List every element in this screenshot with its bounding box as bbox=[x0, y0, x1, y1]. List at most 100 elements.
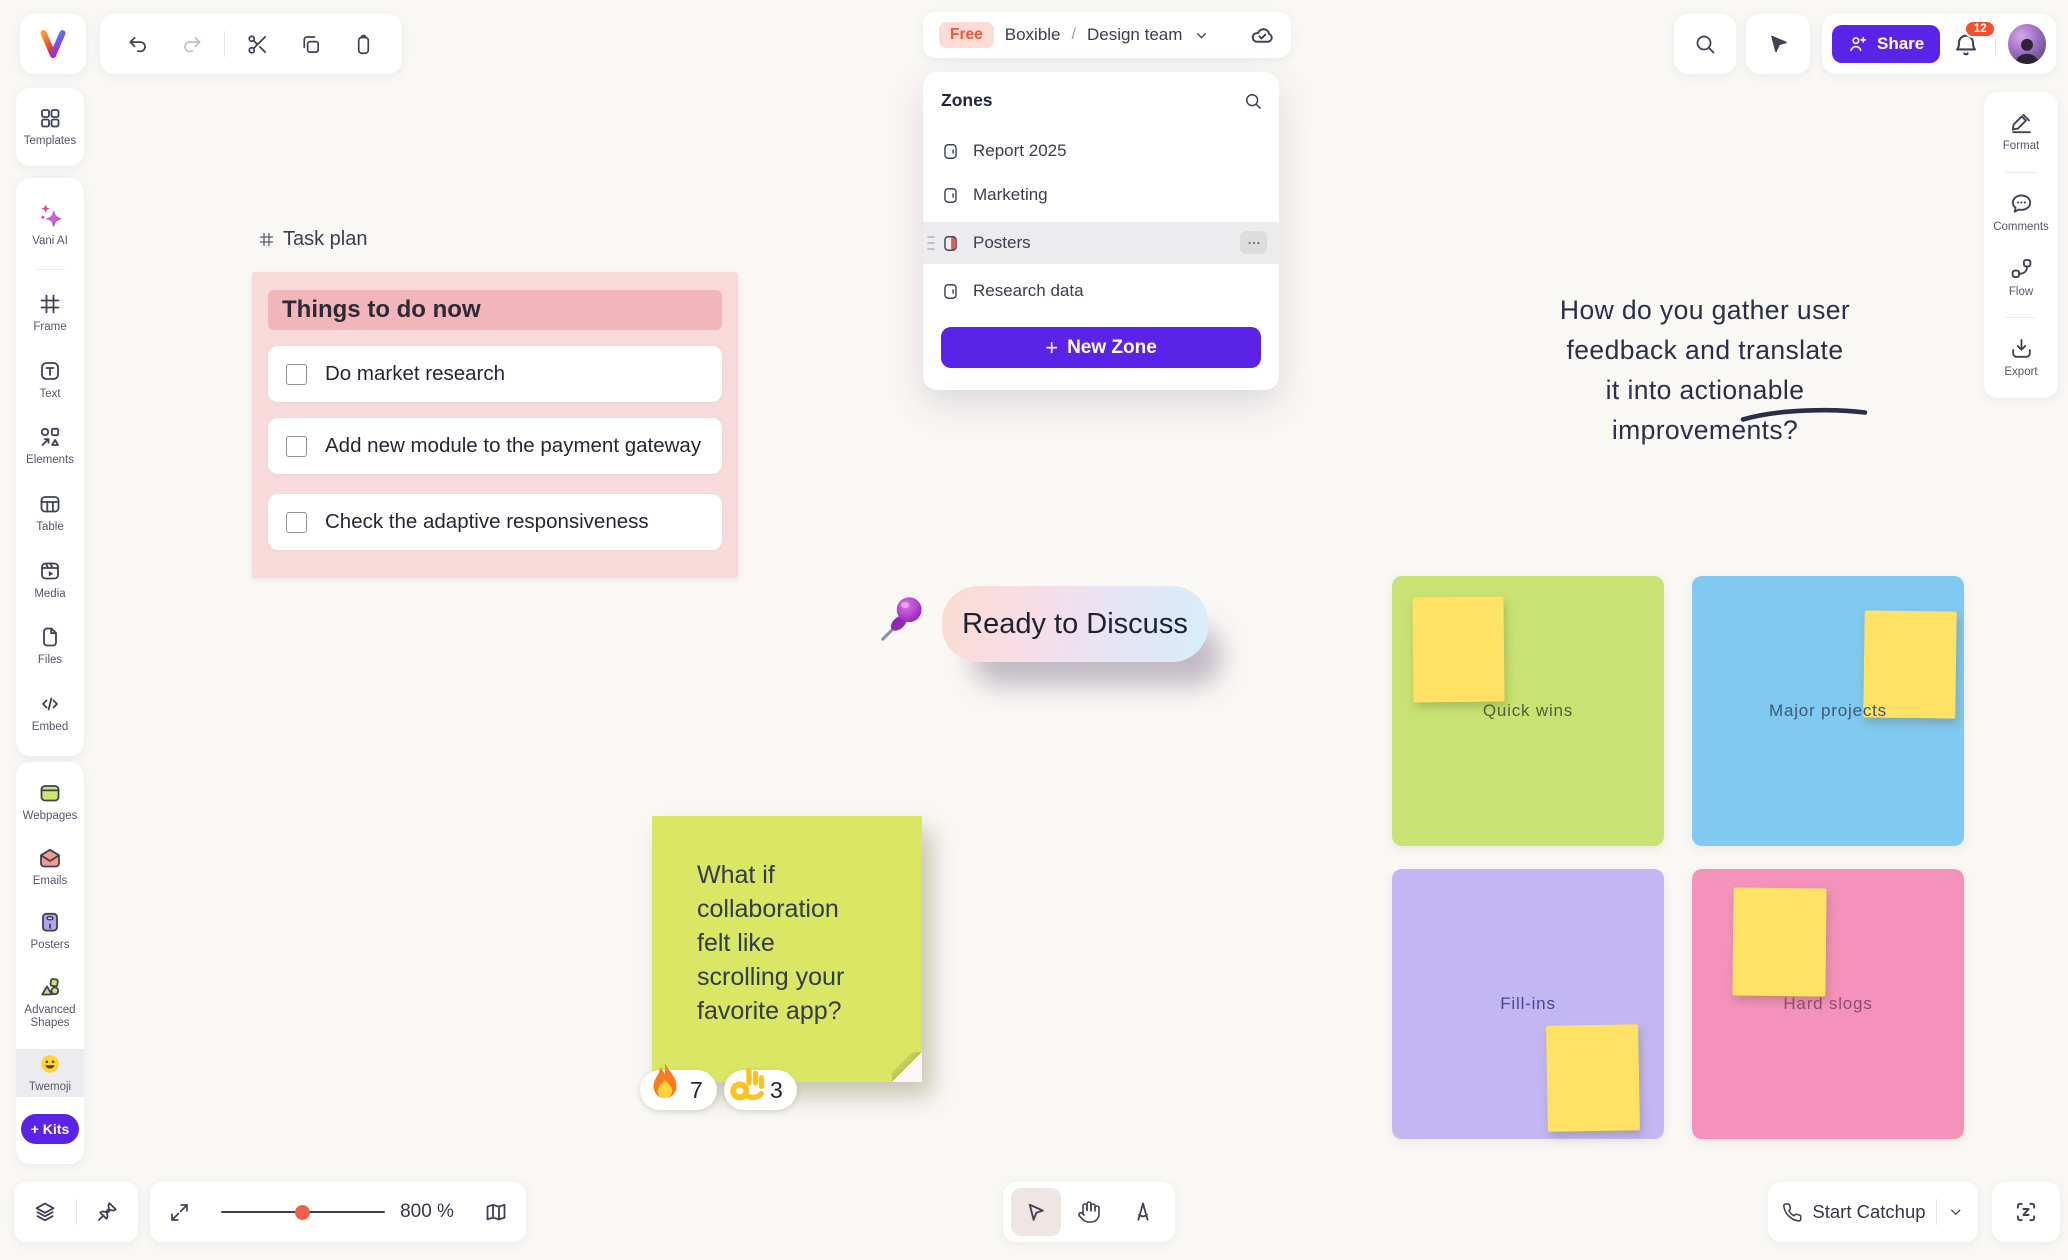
chevron-down-icon[interactable] bbox=[1193, 27, 1210, 44]
format-pen-icon bbox=[2011, 114, 2031, 134]
zone-item-report-2025[interactable]: Report 2025 bbox=[923, 130, 1279, 172]
sidebar-item-advanced-shapes[interactable]: Advanced Shapes bbox=[16, 972, 84, 1033]
laser-pointer-button[interactable] bbox=[1746, 14, 1810, 74]
sidebar-item-elements[interactable]: Elements bbox=[16, 422, 84, 470]
quadrant-fill-ins[interactable]: Fill-ins bbox=[1392, 869, 1664, 1139]
frame-title-label: Task plan bbox=[283, 228, 368, 250]
sidebar-item-emails[interactable]: Emails bbox=[16, 843, 84, 891]
templates-icon bbox=[41, 108, 60, 128]
app-logo[interactable] bbox=[20, 14, 86, 74]
workspace-name[interactable]: Boxible bbox=[1004, 25, 1061, 44]
sidebar-item-media[interactable]: Media bbox=[16, 556, 84, 604]
zone-more-button[interactable] bbox=[1240, 231, 1267, 254]
zone-scan-icon bbox=[2016, 1202, 2036, 1222]
sidebar-item-table[interactable]: Table bbox=[16, 489, 84, 537]
notifications-button[interactable]: 12 bbox=[1952, 20, 1997, 61]
sidebar-item-format[interactable]: Format bbox=[1984, 107, 2058, 156]
checkbox[interactable] bbox=[286, 363, 307, 385]
search-icon bbox=[1696, 35, 1715, 54]
board-name[interactable]: Design team bbox=[1086, 25, 1183, 44]
copy-button[interactable] bbox=[289, 23, 331, 65]
start-catchup-button[interactable]: Start Catchup bbox=[1768, 1182, 1978, 1242]
task-plan-frame[interactable]: Things to do now Do market research Add … bbox=[252, 272, 738, 578]
paste-button[interactable] bbox=[343, 23, 385, 65]
account-toolbar: Share 12 bbox=[1822, 14, 2056, 74]
sidebar-item-label: Advanced Shapes bbox=[24, 1003, 76, 1029]
sidebar-group-templates: Templates bbox=[16, 88, 84, 166]
quadrant-hard-slogs[interactable]: Hard slogs bbox=[1692, 869, 1964, 1139]
pen-nib-icon bbox=[1137, 1202, 1148, 1221]
undo-button[interactable] bbox=[117, 23, 159, 65]
fit-to-screen-button[interactable] bbox=[168, 1191, 191, 1233]
quadrant-major-projects[interactable]: Major projects bbox=[1692, 576, 1964, 846]
checkbox[interactable] bbox=[286, 435, 307, 457]
sidebar-item-posters[interactable]: Posters bbox=[16, 907, 84, 955]
cursor-icon bbox=[1028, 1203, 1044, 1221]
sidebar-item-files[interactable]: Files bbox=[16, 622, 84, 670]
sidebar-item-embed[interactable]: Embed bbox=[16, 689, 84, 737]
sidebar-item-comments[interactable]: Comments bbox=[1984, 188, 2058, 237]
task-card[interactable]: Check the adaptive responsiveness bbox=[268, 494, 722, 550]
reaction-ok-hand[interactable]: 3 bbox=[724, 1067, 797, 1110]
zoom-level[interactable]: 800 % bbox=[400, 1201, 454, 1222]
pin-button[interactable] bbox=[86, 1191, 128, 1233]
sidebar-item-label: Comments bbox=[1993, 221, 2049, 234]
frame-header[interactable]: Things to do now bbox=[268, 290, 722, 330]
yellow-sticky[interactable] bbox=[1546, 1024, 1640, 1132]
cloud-saved-icon[interactable] bbox=[1249, 22, 1275, 48]
pen-tool[interactable] bbox=[1118, 1188, 1168, 1236]
handwritten-question[interactable]: How do you gather user feedback and tran… bbox=[1540, 250, 1870, 490]
sidebar-item-flow[interactable]: Flow bbox=[1984, 253, 2058, 302]
quadrant-quick-wins[interactable]: Quick wins bbox=[1392, 576, 1664, 846]
sidebar-item-label: Elements bbox=[26, 454, 74, 467]
task-label: Add new module to the payment gateway bbox=[325, 434, 702, 457]
new-zone-button[interactable]: + New Zone bbox=[941, 327, 1261, 368]
sidebar-item-text[interactable]: Text bbox=[16, 356, 84, 404]
layers-button[interactable] bbox=[24, 1191, 66, 1233]
sidebar-item-frame[interactable]: Frame bbox=[16, 289, 84, 337]
sidebar-item-webpages[interactable]: Webpages bbox=[16, 778, 84, 826]
kits-button[interactable]: + Kits bbox=[21, 1113, 79, 1144]
sidebar-item-twemoji[interactable]: Twemoji bbox=[16, 1049, 84, 1098]
zone-item-posters[interactable]: Posters bbox=[923, 222, 1279, 264]
comment-bubble-icon bbox=[2011, 194, 2031, 213]
sidebar-item-export[interactable]: Export bbox=[1984, 333, 2058, 382]
flow-nodes-icon bbox=[2011, 258, 2031, 278]
zones-search-icon[interactable] bbox=[1243, 91, 1263, 111]
yellow-sticky[interactable] bbox=[1412, 596, 1505, 703]
notification-badge: 12 bbox=[1964, 20, 1997, 38]
search-button[interactable] bbox=[1674, 14, 1736, 74]
zone-item-research-data[interactable]: Research data bbox=[923, 270, 1279, 312]
divider bbox=[2006, 171, 2036, 173]
frame-title[interactable]: Task plan bbox=[258, 228, 368, 251]
zone-item-marketing[interactable]: Marketing bbox=[923, 174, 1279, 216]
zoom-slider[interactable] bbox=[221, 1204, 386, 1220]
yellow-sticky[interactable] bbox=[1732, 887, 1827, 997]
plus-icon: + bbox=[1045, 334, 1059, 360]
focus-zone-button[interactable] bbox=[1992, 1182, 2060, 1242]
chevron-down-icon[interactable] bbox=[1947, 1203, 1965, 1221]
right-sidebar: Format Comments Flow Export bbox=[1984, 92, 2058, 398]
start-catchup-label: Start Catchup bbox=[1812, 1201, 1926, 1222]
reaction-fire[interactable]: 7 bbox=[640, 1062, 717, 1110]
minimap-button[interactable] bbox=[484, 1191, 508, 1233]
share-button[interactable]: Share bbox=[1832, 25, 1941, 63]
select-tool[interactable] bbox=[1010, 1188, 1061, 1236]
user-avatar[interactable] bbox=[2007, 24, 2046, 64]
drag-handle-icon[interactable] bbox=[926, 234, 936, 252]
sidebar-item-vani-ai[interactable]: Vani AI bbox=[16, 197, 84, 251]
sidebar-item-label: Files bbox=[37, 654, 63, 667]
sidebar-item-templates[interactable]: Templates bbox=[16, 103, 84, 151]
sticky-note[interactable]: What if collaboration felt like scrollin… bbox=[640, 816, 922, 1110]
checkbox[interactable] bbox=[286, 511, 307, 533]
sidebar-group-kits: Webpages Emails Posters Advanced Shapes … bbox=[16, 762, 84, 1164]
ready-to-discuss-banner[interactable]: Ready to Discuss bbox=[881, 586, 1208, 662]
cut-button[interactable] bbox=[236, 23, 278, 65]
pushpin-outline-icon bbox=[98, 1202, 117, 1221]
task-card[interactable]: Add new module to the payment gateway bbox=[268, 418, 722, 474]
redo-button[interactable] bbox=[171, 23, 213, 65]
task-card[interactable]: Do market research bbox=[268, 346, 722, 402]
zoom-slider-knob[interactable] bbox=[294, 1204, 310, 1220]
quadrant-label: Quick wins bbox=[1482, 701, 1574, 720]
pan-tool[interactable] bbox=[1064, 1188, 1114, 1236]
